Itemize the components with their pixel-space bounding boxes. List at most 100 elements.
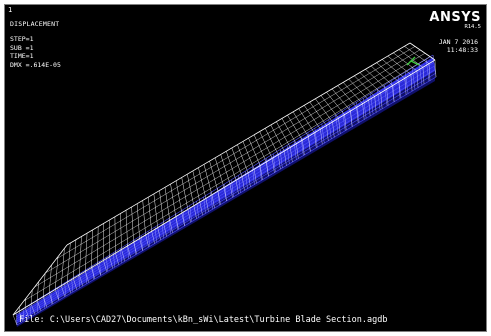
date-time-stamp: JAN 7 2016 11:48:33 [439,38,478,54]
wire-cross-edge [24,298,27,308]
wire-cross-edge [376,62,399,83]
mesh-cross-edge [126,244,129,259]
mesh-cross-edge [272,153,276,173]
wire-cross-edge [387,55,412,75]
wire-cross-edge [125,210,128,246]
graphics-window[interactable]: 1 DISPLACEMENT STEP=1 SUB =1 TIME=1 DMX … [4,4,487,332]
mesh-cross-edge [377,89,381,111]
wire-cross-edge [139,238,143,251]
mesh-cross-edge [64,282,67,297]
wire-cross-edge [229,183,233,198]
wire-cross-edge [265,128,279,155]
tip-marker [406,56,420,66]
wire-cross-edge [337,85,357,108]
wire-cross-edge [270,124,285,152]
wire-cross-edge [409,42,436,61]
wire-cross-edge [97,263,101,276]
wire-cross-edge [181,177,189,210]
wire-cross-edge [127,245,131,258]
wire-cross-edge [170,183,176,217]
wire-cross-edge [175,216,179,230]
wire-cross-edge [359,72,381,93]
wire-cross-edge [217,191,221,205]
mesh-cross-edge [293,140,297,160]
mesh-cross-edge [113,252,116,268]
substep-value: SUB =1 [10,43,34,52]
wire-cross-edge [192,170,201,203]
wire-cross-edge [393,52,418,72]
mesh-cross-edge [29,304,32,317]
wire-cross-edge [247,172,251,187]
time-value: TIME=1 [10,52,34,61]
wire-cross-edge [253,169,257,184]
mesh-cross-edge [50,291,53,305]
wire-cross-edge [386,89,389,106]
wire-cross-edge [292,111,309,137]
mesh-cross-edge [321,123,325,144]
wire-cross-edge [214,157,225,188]
wire-cross-edge [54,256,59,290]
wire-cross-edge [42,273,46,297]
wire-cross-edge [392,85,395,102]
wire-cross-edge [97,226,99,265]
wire-edge [66,42,411,246]
wire-cross-edge [73,278,78,290]
mesh-cross-edge [22,308,25,321]
wire-cross-edge [331,88,351,112]
wire-cross-edge [91,267,95,279]
wire-cross-edge [148,197,152,232]
brand-name: ANSYS [429,10,481,25]
wire-cross-edge [169,220,173,233]
wire-cross-edge [315,98,333,123]
mesh-cross-edge [286,145,290,164]
wire-cross-edge [199,202,203,216]
wire-cross-edge [242,141,255,170]
wire-cross-edge [428,63,431,81]
mesh-cross-edge [411,67,416,90]
mesh-cross-edge [342,110,346,131]
wire-cross-edge [85,233,88,272]
time-label: 11:48:33 [446,46,478,54]
wire-cross-edge [237,144,249,174]
wire-cross-edge [350,110,353,127]
wire-cross-edge [133,242,137,255]
wire-cross-edge [115,253,119,265]
wire-cross-edge [272,158,275,173]
mesh-cross-edge [106,257,109,272]
wire-cross-edge [320,95,339,119]
wire-cross-edge [309,101,327,126]
wire-cross-edge [114,216,116,254]
wire-cross-edge [298,108,315,133]
wire-cross-edge [259,131,273,159]
ansys-logo: ANSYS R14.5 [429,11,481,31]
wire-cross-edge [42,296,48,308]
wire-edge [34,53,426,288]
wire-cross-edge [181,212,185,226]
wire-cross-edge [30,289,33,305]
wire-cross-edge [164,187,170,221]
wire-cross-edge [276,121,291,148]
wire-cross-edge [187,174,195,206]
mesh-cross-edge [328,119,332,140]
wire-cross-edge [145,234,149,248]
wire-cross-edge [281,118,297,144]
tip-marker-stroke [410,60,420,66]
result-info: STEP=1 SUB =1 TIME=1 DMX =.614E-05 [10,35,61,69]
wire-cross-edge [398,49,424,68]
wire-cross-edge [30,304,36,315]
wire-cross-edge [382,59,406,79]
mesh-cross-edge [43,295,46,309]
wire-cross-edge [187,209,191,223]
wire-cross-edge [36,300,42,311]
wire-cross-edge [365,69,387,90]
mesh-cross-edge [154,226,157,243]
wire-cross-edge [79,274,84,287]
wire-cross-edge [320,129,323,145]
wire-cross-edge [332,121,335,138]
wire-cross-edge [121,249,125,262]
wire-cross-edge [416,70,419,88]
wire-cross-edge [398,81,401,99]
wire-cross-edge [91,229,93,268]
wire-cross-edge [175,180,183,214]
wire-cross-edge [36,281,39,301]
